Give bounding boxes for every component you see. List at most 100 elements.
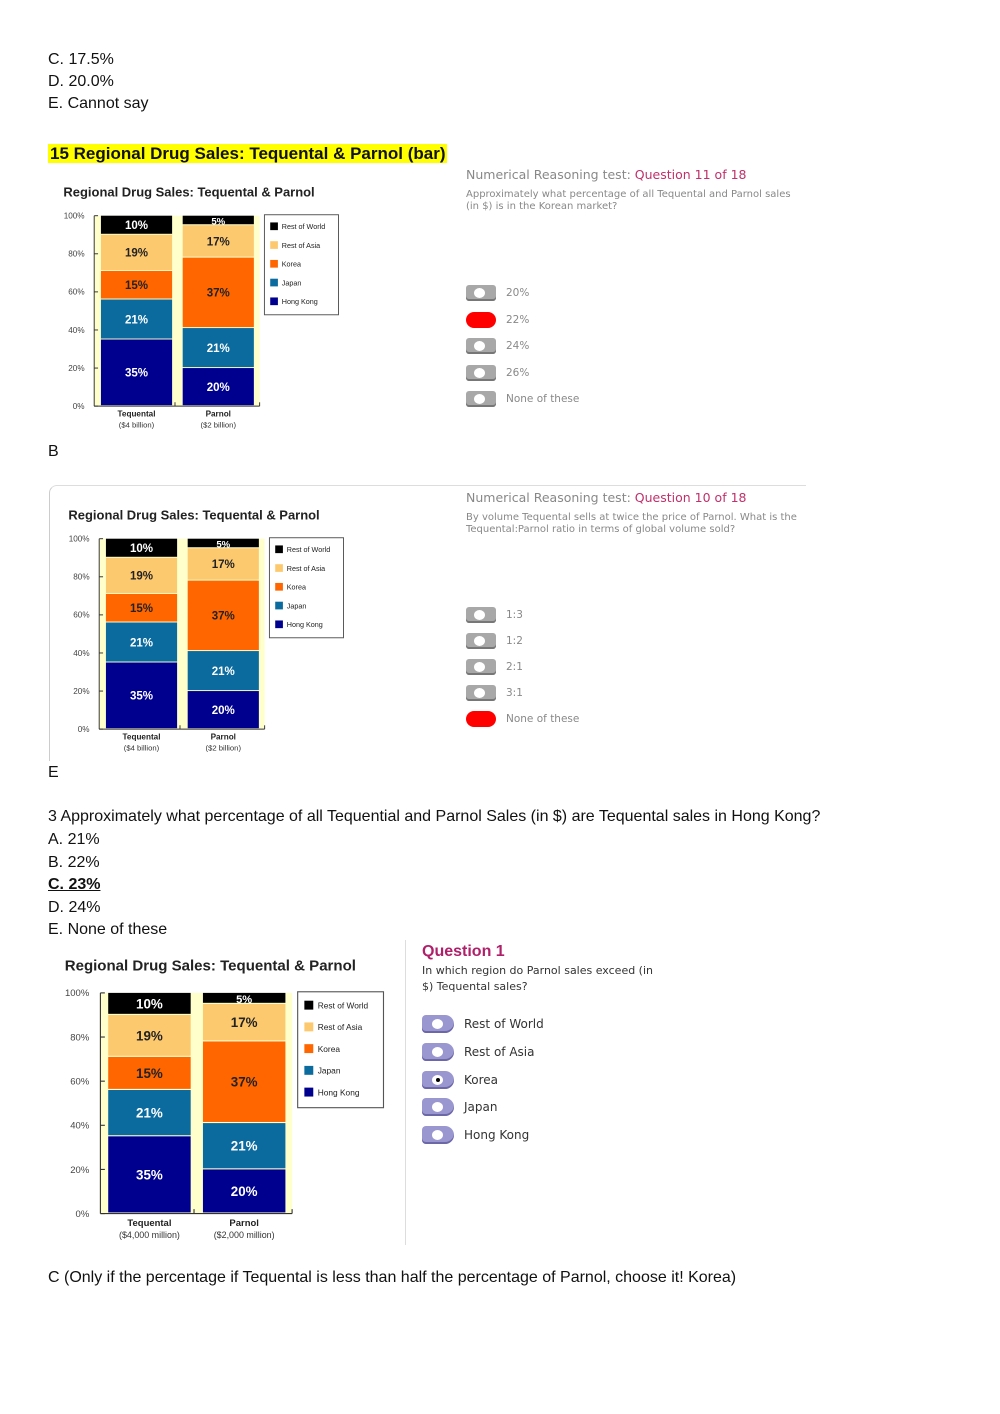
bar-segment-rest-of-asia xyxy=(105,557,178,593)
answer-option[interactable]: 22% xyxy=(466,311,530,328)
data-label: 15% xyxy=(130,603,153,615)
prev-option-c: C. 17.5% xyxy=(48,51,114,68)
answer-option[interactable]: Korea xyxy=(422,1070,498,1089)
bar-segment-korea xyxy=(100,270,173,299)
bar-segment-hong-kong xyxy=(187,691,259,729)
screenshot-frame xyxy=(49,485,806,761)
bar-segment-rest-of-asia xyxy=(187,548,259,580)
chart-svg: Regional Drug Sales: Tequental & Parnol 0… xyxy=(65,958,385,1240)
bar-segment-korea xyxy=(187,580,259,651)
stacked-bar-chart-3: Regional Drug Sales: Tequental & Parnol 0… xyxy=(55,955,391,1252)
answer-option[interactable]: 3:1 xyxy=(466,685,523,701)
category-label: Parnol xyxy=(211,733,236,742)
bar-segment-rest-of-world xyxy=(182,215,254,225)
radio-toggle-icon[interactable] xyxy=(422,1126,454,1145)
chart-title: Regional Drug Sales: Tequental & Parnol xyxy=(68,507,319,522)
y-tick-label: 0% xyxy=(73,402,85,411)
data-label: 19% xyxy=(136,1028,163,1043)
option-label: 2:1 xyxy=(506,661,523,673)
prev-option-d: D. 20.0% xyxy=(48,73,114,90)
radio-toggle-icon[interactable] xyxy=(466,711,496,727)
answer-option[interactable]: 2:1 xyxy=(466,659,523,675)
y-tick-label: 100% xyxy=(69,535,90,544)
answer-option[interactable]: 20% xyxy=(466,285,529,301)
answer-option[interactable]: None of these xyxy=(466,711,579,727)
bar-segment-rest-of-asia xyxy=(182,225,254,257)
stacked-bar-chart-2: Regional Drug Sales: Tequental & Parnol 0… xyxy=(60,506,350,763)
y-tick-label: 0% xyxy=(76,1209,90,1220)
data-label: 21% xyxy=(125,314,148,326)
answer-3: C (Only if the percentage if Tequental i… xyxy=(48,1269,737,1286)
legend-label: Korea xyxy=(318,1044,341,1054)
radio-toggle-icon[interactable] xyxy=(466,685,496,701)
radio-toggle-icon[interactable] xyxy=(422,1015,454,1033)
option-label: None of these xyxy=(506,393,580,405)
data-label: 21% xyxy=(212,666,235,678)
data-label: 21% xyxy=(231,1139,258,1154)
data-label: 17% xyxy=(231,1015,258,1030)
answer-option[interactable]: 1:2 xyxy=(466,633,523,649)
legend-swatch xyxy=(270,259,278,268)
data-label: 19% xyxy=(125,248,148,260)
answer-2: E xyxy=(48,764,59,781)
data-label: 20% xyxy=(231,1184,258,1199)
bar-segment-rest-of-world xyxy=(202,992,286,1003)
chart-svg: Regional Drug Sales: Tequental & Parnol 0… xyxy=(63,184,339,429)
option-label: Japan xyxy=(464,1100,498,1115)
radio-toggle-icon[interactable] xyxy=(422,1042,454,1061)
bar-segment-rest-of-world xyxy=(105,538,178,557)
question-3-option: A. 21% xyxy=(48,831,100,848)
radio-toggle-icon[interactable] xyxy=(466,659,496,675)
y-tick-label: 0% xyxy=(78,725,90,734)
data-label: 35% xyxy=(136,1167,163,1182)
chart-title: Regional Drug Sales: Tequental & Parnol xyxy=(65,958,356,975)
bar-segment-rest-of-world xyxy=(100,215,173,234)
radio-toggle-icon[interactable] xyxy=(466,364,496,381)
legend: Rest of World Rest of Asia Korea Japan Hong … xyxy=(263,214,339,316)
bar-segment-japan xyxy=(182,328,254,368)
radio-toggle-icon[interactable] xyxy=(466,311,496,328)
answer-option[interactable]: Rest of Asia xyxy=(422,1042,534,1061)
category-label: Parnol xyxy=(229,1218,258,1229)
y-tick-label: 60% xyxy=(70,1077,90,1088)
divider xyxy=(405,940,406,1245)
radio-toggle-icon[interactable] xyxy=(422,1098,454,1117)
legend-label: Rest of World xyxy=(318,1000,369,1010)
bar-segment-japan xyxy=(202,1123,286,1169)
radio-toggle-icon[interactable] xyxy=(466,285,496,301)
bar-segment-hong-kong xyxy=(182,368,254,406)
question-3-option: E. None of these xyxy=(48,921,168,938)
option-label: Hong Kong xyxy=(464,1128,530,1143)
category-sublabel: ($4 billion) xyxy=(119,420,155,429)
radio-toggle-icon[interactable] xyxy=(466,338,496,354)
answer-option[interactable]: Japan xyxy=(422,1098,498,1117)
y-tick-label: 60% xyxy=(73,611,89,620)
bar-segment-hong-kong xyxy=(100,339,173,406)
answer-option[interactable]: Rest of World xyxy=(422,1015,544,1033)
legend-swatch xyxy=(304,1044,314,1054)
y-tick-label: 20% xyxy=(68,364,84,373)
answer-option[interactable]: 26% xyxy=(466,364,529,381)
data-label: 10% xyxy=(130,543,153,555)
bar-segment-korea xyxy=(105,593,178,622)
category-label: Tequental xyxy=(123,733,161,742)
y-tick-label: 40% xyxy=(68,326,84,335)
legend-label: Japan xyxy=(287,601,307,610)
data-label: 37% xyxy=(212,611,235,623)
answer-option[interactable]: 1:3 xyxy=(466,607,523,623)
data-label: 37% xyxy=(207,288,230,300)
radio-toggle-icon[interactable] xyxy=(422,1070,454,1089)
radio-toggle-icon[interactable] xyxy=(466,633,496,649)
option-label: 22% xyxy=(506,313,530,326)
radio-toggle-icon[interactable] xyxy=(466,607,496,623)
answer-option[interactable]: None of these xyxy=(466,391,579,407)
category-sublabel: ($4 billion) xyxy=(124,743,160,752)
data-label: 21% xyxy=(136,1106,163,1121)
answer-option[interactable]: Hong Kong xyxy=(422,1126,530,1145)
answer-option[interactable]: 24% xyxy=(466,338,529,354)
radio-toggle-icon[interactable] xyxy=(466,391,496,407)
data-label: 19% xyxy=(130,571,153,583)
data-label: 10% xyxy=(136,996,163,1011)
data-label: 20% xyxy=(212,705,235,717)
